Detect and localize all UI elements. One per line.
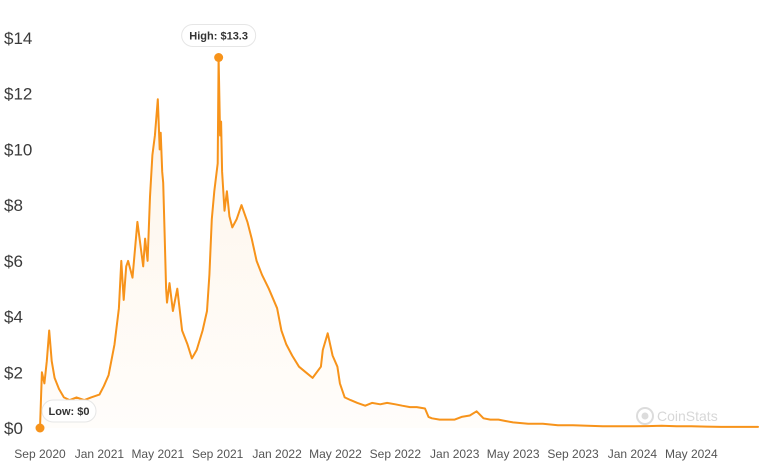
high-annotation: High: $13.3: [181, 24, 257, 62]
low-annotation: Low: $0: [35, 399, 97, 433]
x-tick-label: Jan 2021: [75, 447, 125, 461]
series-line: [39, 56, 759, 429]
plot-area: [39, 56, 759, 429]
y-tick-label: $10: [4, 140, 32, 159]
x-tick-label: Sep 2021: [192, 447, 244, 461]
watermark-label: CoinStats: [657, 408, 718, 424]
x-tick-label: Jan 2024: [608, 447, 658, 461]
high-label: High: $13.3: [189, 31, 248, 43]
annotations: High: $13.3 Low: $0: [35, 24, 257, 433]
x-tick-label: Jan 2022: [252, 447, 302, 461]
y-tick-label: $8: [4, 196, 23, 215]
high-label-bubble: [181, 24, 257, 47]
y-tick-label: $2: [4, 363, 23, 382]
x-tick-label: Sep 2022: [370, 447, 422, 461]
x-tick-label: May 2022: [309, 447, 362, 461]
x-tick-label: May 2021: [131, 447, 184, 461]
y-tick-label: $12: [4, 85, 32, 104]
x-axis-labels: Sep 2020 Jan 2021 May 2021 Sep 2021 Jan 2022…: [14, 447, 718, 461]
low-label-bubble: [41, 399, 97, 423]
y-axis-labels: $0 $2 $4 $6 $8 $10 $12 $14: [4, 29, 32, 438]
x-tick-label: May 2024: [665, 447, 718, 461]
high-marker: [214, 53, 224, 62]
x-tick-label: Sep 2023: [547, 447, 599, 461]
coinstats-watermark: CoinStats: [636, 407, 718, 425]
y-tick-label: $4: [4, 308, 23, 327]
low-label: Low: $0: [49, 406, 90, 418]
x-tick-label: Jan 2023: [430, 447, 480, 461]
y-tick-label: $0: [4, 419, 23, 438]
coinstats-logo-icon: [636, 407, 654, 425]
low-marker: [35, 423, 45, 433]
x-tick-label: May 2023: [487, 447, 540, 461]
x-tick-label: Sep 2020: [14, 447, 66, 461]
series-area: [40, 57, 758, 428]
y-tick-label: $6: [4, 252, 23, 271]
y-tick-label: $14: [4, 29, 32, 48]
